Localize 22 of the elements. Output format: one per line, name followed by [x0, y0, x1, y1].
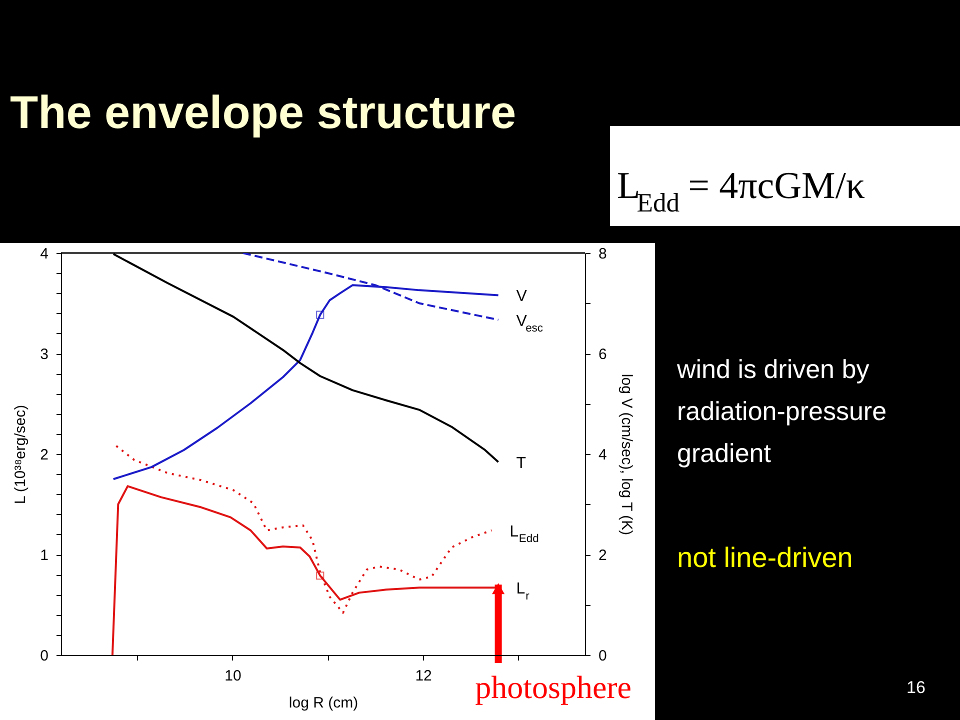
chart-title: The envelope structure [10, 86, 516, 138]
text: 16 [906, 678, 926, 697]
series-label: V [516, 288, 528, 306]
y-axis-title: L (10³⁸erg/sec) [12, 404, 30, 504]
y-tick-label: 0 [40, 648, 48, 664]
y-tick-label: 2 [40, 446, 48, 464]
x-axis-title: log R (cm) [288, 694, 358, 712]
y2-tick-label: 6 [598, 346, 607, 363]
y2-tick-label: 2 [598, 547, 607, 564]
x-tick-label: 10 [224, 668, 242, 684]
y2-axis-title: log V (cm/sec), log T (K) [618, 374, 635, 536]
y2-tick-label: 4 [598, 446, 607, 464]
text: not line-driven [677, 542, 853, 573]
y-tick-label: 1 [40, 547, 48, 564]
annotation: photosphere [475, 669, 632, 705]
x-tick-label: 12 [415, 668, 432, 684]
series-label: T [516, 455, 526, 472]
text: wind is driven by radiation-pressure gradient [676, 354, 887, 468]
y-tick-label: 4 [40, 246, 48, 262]
y-tick-label: 3 [40, 346, 48, 363]
y2-tick-label: 8 [598, 246, 607, 262]
y2-tick-label: 0 [598, 648, 607, 664]
